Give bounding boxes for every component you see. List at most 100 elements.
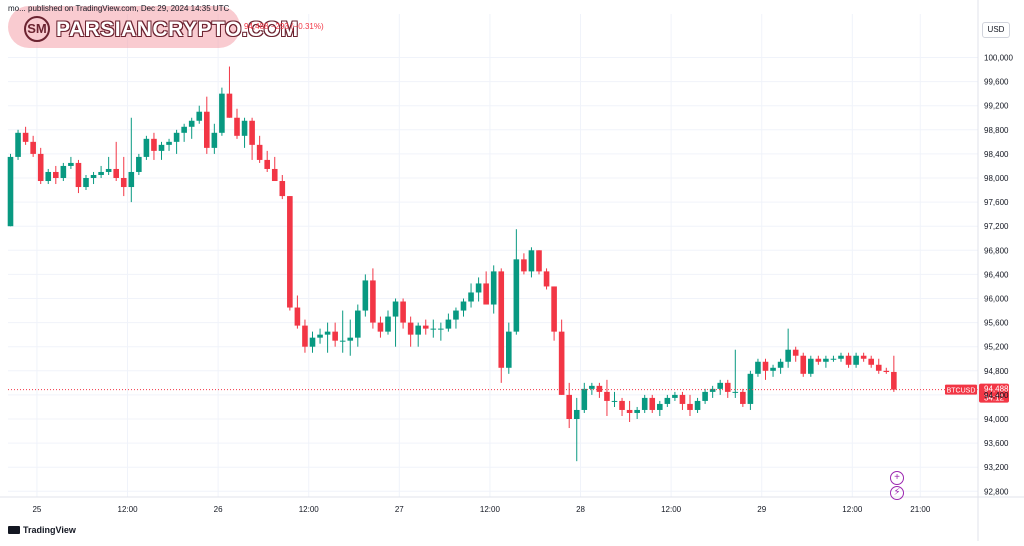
watermark-text: PARSIANCRYPTO.COM — [56, 18, 299, 41]
candle-body — [60, 165, 67, 178]
candle-body — [883, 370, 890, 373]
symbol-tag — [945, 384, 977, 395]
candle-body — [392, 301, 399, 317]
y-tick-label: 98,400 — [984, 150, 1009, 159]
y-tick-label: 92,800 — [984, 487, 1009, 496]
candle-body — [422, 325, 429, 329]
candle-body — [634, 409, 640, 413]
currency-button[interactable]: USD — [982, 22, 1010, 38]
candle-body — [513, 259, 520, 332]
candle-body — [241, 120, 248, 136]
candle-body — [196, 111, 203, 121]
candle-body — [596, 385, 603, 392]
candle-body — [770, 367, 776, 371]
candle-body — [279, 181, 286, 197]
candle-body — [687, 403, 693, 410]
candle-body — [619, 400, 625, 410]
candle-body — [385, 316, 391, 332]
candle-body — [792, 349, 799, 356]
x-tick-label: 12:00 — [661, 505, 682, 514]
candle-body — [151, 138, 157, 151]
candle-body — [460, 301, 467, 311]
candle-body — [536, 250, 542, 272]
candle-body — [128, 171, 135, 188]
y-tick-label: 99,600 — [984, 78, 1009, 87]
y-tick-label: 93,200 — [984, 463, 1009, 472]
candle-body — [506, 331, 512, 368]
candle-body — [219, 93, 225, 133]
candle-body — [717, 382, 723, 389]
candle-body — [264, 159, 270, 169]
candle-body — [815, 358, 822, 362]
y-tick-label: 95,600 — [984, 319, 1009, 328]
candle-body — [657, 403, 663, 410]
candle-body — [173, 132, 180, 142]
candle-body — [528, 250, 535, 272]
candle-body — [181, 126, 187, 133]
time-axis[interactable]: 25 12:00 26 12:00 27 12:00 28 12:00 29 12:00 21:00 — [0, 496, 1024, 514]
watermark: SM PARSIANCRYPTO.COM — [8, 6, 298, 48]
candle-body — [75, 162, 82, 188]
candle-body — [521, 259, 527, 272]
candle-body — [309, 337, 316, 347]
candle-body — [339, 340, 346, 342]
candle-body — [45, 171, 52, 182]
tradingview-brand: TradingView — [23, 525, 76, 535]
candle-body — [498, 271, 505, 368]
last-price-label: 94,488 — [984, 385, 1009, 394]
x-tick-label: 28 — [576, 505, 585, 514]
candle-body — [211, 132, 218, 148]
candle-body — [445, 319, 452, 329]
candle-body — [317, 334, 323, 338]
x-tick-label: 27 — [395, 505, 404, 514]
candle-body — [415, 325, 421, 335]
y-tick-label: 96,400 — [984, 270, 1009, 279]
candle-body — [166, 141, 172, 145]
y-tick-label: 99,200 — [984, 102, 1009, 111]
price-change: 94,488 −293 (−0.31%) — [244, 22, 324, 31]
candles — [7, 66, 897, 462]
candle-body — [808, 358, 814, 374]
candle-body — [400, 301, 406, 323]
lightning-icon[interactable]: ⚡ — [890, 486, 904, 500]
candle-body — [294, 307, 301, 326]
x-tick-label: 12:00 — [842, 505, 863, 514]
candle-body — [724, 382, 731, 392]
candle-body — [626, 409, 633, 413]
price-axis[interactable]: 100,000 99,600 99,200 98,800 98,400 98,000 97,… — [977, 0, 1013, 541]
candle-body — [845, 355, 852, 365]
y-tick-label: 94,400 — [984, 391, 1009, 400]
candle-body — [581, 388, 588, 410]
x-tick-label: 12:00 — [299, 505, 320, 514]
candle-body — [324, 331, 331, 335]
candle-body — [777, 361, 784, 368]
candle-body — [249, 120, 255, 145]
y-tick-label: 98,800 — [984, 126, 1009, 135]
tradingview-logo[interactable]: TradingView — [8, 525, 76, 535]
y-tick-label: 95,200 — [984, 343, 1009, 352]
candle-body — [15, 132, 21, 157]
candle-body — [68, 162, 74, 166]
candle-body — [226, 93, 233, 118]
countdown-label: 34:12 — [984, 394, 1005, 403]
candle-body — [800, 355, 807, 374]
candle-body — [755, 361, 761, 374]
plus-icon[interactable]: + — [890, 471, 904, 485]
candle-body — [302, 325, 308, 347]
candle-body — [868, 358, 874, 365]
candle-body — [256, 144, 263, 160]
candle-body — [105, 168, 112, 172]
candle-body — [702, 391, 708, 401]
y-tick-label: 93,600 — [984, 439, 1009, 448]
candle-body — [589, 385, 595, 389]
candle-body — [649, 397, 656, 410]
candle-body — [7, 156, 14, 227]
candle-body — [604, 391, 610, 401]
candle-body — [475, 283, 482, 293]
candle-body — [83, 178, 89, 188]
candle-body — [551, 286, 557, 332]
candle-body — [30, 141, 36, 154]
tradingview-mark-icon — [8, 526, 20, 534]
